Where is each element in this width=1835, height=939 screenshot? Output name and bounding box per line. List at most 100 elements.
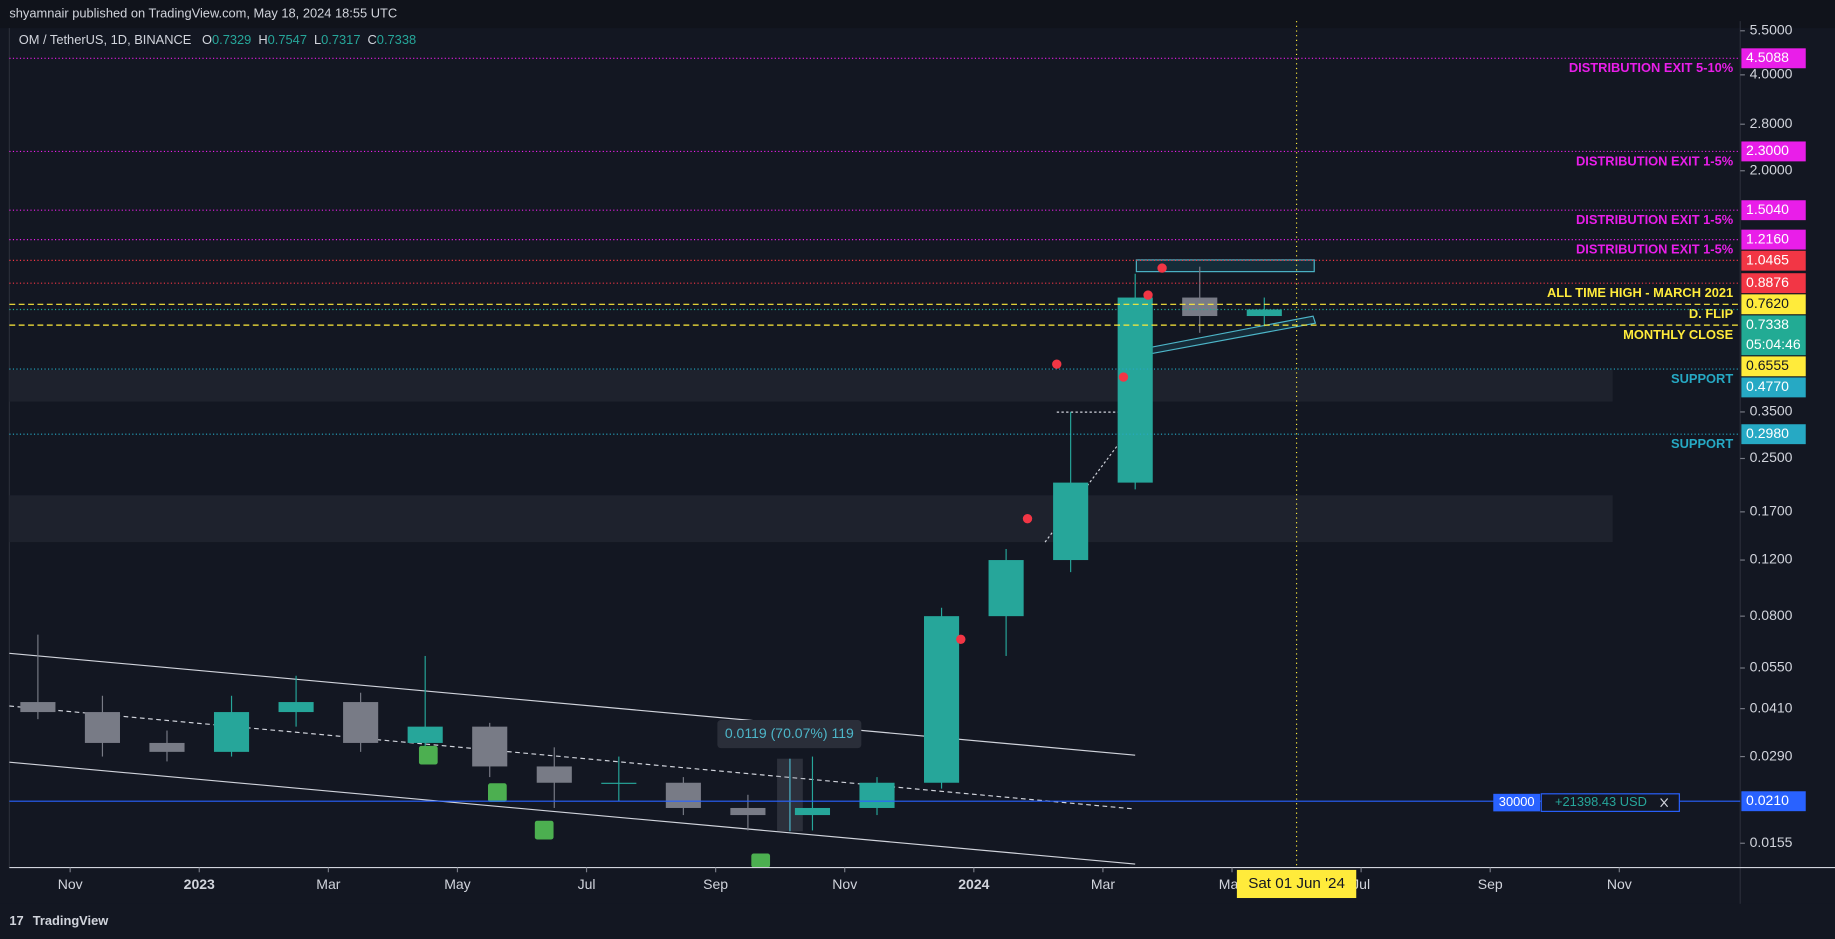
level-label: D. FLIP bbox=[1689, 306, 1734, 321]
candle-body bbox=[665, 782, 701, 808]
y-tick-label: 0.1700 bbox=[1750, 503, 1793, 519]
check-marker bbox=[534, 820, 554, 840]
price-box bbox=[1741, 250, 1806, 271]
candle-body bbox=[794, 807, 831, 816]
candle-body bbox=[1246, 309, 1282, 317]
price-box-label: 05:04:46 bbox=[1746, 336, 1801, 352]
candle-body bbox=[149, 742, 185, 752]
channel-line bbox=[9, 761, 1136, 865]
ohlc-value: 0.7317 bbox=[321, 32, 360, 47]
candle-body bbox=[84, 712, 120, 743]
x-tick-label: Jul bbox=[1352, 876, 1370, 892]
level-label: ALL TIME HIGH - MARCH 2021 bbox=[1547, 285, 1733, 300]
level-label: MONTHLY CLOSE bbox=[1623, 327, 1733, 342]
position-pnl-box bbox=[1540, 793, 1680, 812]
y-tick-label: 0.1200 bbox=[1750, 551, 1793, 567]
price-box bbox=[1741, 229, 1806, 250]
candle-body bbox=[343, 702, 379, 743]
x-tick-label: Mar bbox=[1091, 876, 1115, 892]
x-tick-label: Nov bbox=[58, 876, 83, 892]
zone bbox=[9, 369, 1613, 402]
candle-body bbox=[1182, 297, 1218, 317]
candle-body bbox=[988, 560, 1024, 617]
header-bar bbox=[0, 0, 1835, 29]
y-tick-label: 0.3500 bbox=[1750, 403, 1793, 419]
price-box-label: 1.5040 bbox=[1746, 201, 1789, 217]
price-box-label: 0.7338 bbox=[1746, 316, 1789, 332]
candle-body bbox=[213, 712, 250, 752]
y-tick-label: 0.0800 bbox=[1750, 607, 1793, 623]
channel-mid bbox=[9, 705, 1136, 810]
footer-bar bbox=[0, 903, 1835, 939]
markers bbox=[418, 263, 1167, 868]
x-tick-label: Nov bbox=[1607, 876, 1632, 892]
x-tick-label: 2024 bbox=[958, 876, 989, 892]
x-tick-label: Sep bbox=[703, 876, 728, 892]
candle-body bbox=[20, 702, 56, 713]
price-box-label: 1.0465 bbox=[1746, 251, 1789, 267]
check-marker bbox=[488, 783, 507, 803]
x-tick-label: May bbox=[444, 876, 471, 892]
ohlc-key: O bbox=[202, 32, 212, 47]
sell-marker bbox=[1022, 513, 1033, 524]
crosshair-label: Sat 01 Jun '24 bbox=[1248, 875, 1345, 892]
candle-body bbox=[1117, 297, 1153, 483]
x-tick-label: 2023 bbox=[184, 876, 215, 892]
price-box bbox=[1741, 377, 1806, 398]
level-label: DISTRIBUTION EXIT 1-5% bbox=[1576, 212, 1734, 227]
y-tick-label: 4.0000 bbox=[1750, 66, 1793, 82]
candle-body bbox=[278, 702, 314, 713]
price-box-label: 0.0210 bbox=[1746, 792, 1789, 808]
sell-marker bbox=[1157, 263, 1167, 273]
candle-body bbox=[924, 616, 960, 783]
footer-logo: 17 bbox=[9, 913, 23, 928]
symbol-legend: OM / TetherUS, 1D, BINANCE O0.7329 H0.754… bbox=[19, 32, 416, 47]
y-tick-label: 0.0155 bbox=[1750, 834, 1793, 850]
price-box bbox=[1741, 356, 1806, 377]
ohlc-key: L bbox=[314, 32, 321, 47]
x-tick-label: Nov bbox=[832, 876, 857, 892]
candle-body bbox=[730, 807, 766, 816]
price-box-label: 0.8876 bbox=[1746, 274, 1789, 290]
ohlc-value: 0.7338 bbox=[377, 32, 416, 47]
zone bbox=[9, 495, 1613, 543]
level-label: DISTRIBUTION EXIT 1-5% bbox=[1576, 242, 1734, 257]
plot bbox=[20, 266, 1282, 831]
price-box bbox=[1741, 200, 1806, 221]
x-tick-label: Jul bbox=[578, 876, 596, 892]
y-tick-label: 5.5000 bbox=[1750, 21, 1793, 37]
price-box bbox=[1741, 315, 1806, 356]
price-box bbox=[1741, 273, 1806, 294]
y-tick-label: 0.0290 bbox=[1750, 747, 1793, 763]
y-tick-label: 2.8000 bbox=[1750, 115, 1793, 131]
price-box-label: 1.2160 bbox=[1746, 230, 1789, 246]
price-box-label: 4.5088 bbox=[1746, 49, 1789, 65]
y-tick-label: 2.0000 bbox=[1750, 161, 1793, 177]
price-box bbox=[1741, 141, 1806, 162]
measure-box bbox=[717, 720, 862, 749]
position-close bbox=[1660, 798, 1669, 808]
measure-label: 0.0119 (70.07%) 119 bbox=[725, 725, 854, 741]
candle-body bbox=[536, 766, 572, 783]
level-label: SUPPORT bbox=[1671, 436, 1733, 451]
price-box-label: 0.2980 bbox=[1746, 425, 1789, 441]
price-box-label: 0.4770 bbox=[1746, 378, 1789, 394]
footer-brand: TradingView bbox=[33, 913, 109, 928]
ohlc-value: 0.7329 bbox=[212, 32, 251, 47]
sell-marker bbox=[1052, 359, 1062, 369]
price-box bbox=[1741, 424, 1806, 445]
sell-marker bbox=[1143, 290, 1153, 300]
ohlc-key: C bbox=[368, 32, 377, 47]
candle-body bbox=[859, 782, 895, 808]
price-box-label: 0.6555 bbox=[1746, 357, 1789, 373]
sell-marker bbox=[1118, 372, 1129, 382]
x-tick-label: Sep bbox=[1478, 876, 1503, 892]
price-box bbox=[1741, 791, 1806, 812]
candle-body bbox=[1053, 482, 1089, 561]
candle-body bbox=[601, 782, 637, 784]
level-label: DISTRIBUTION EXIT 5-10% bbox=[1569, 60, 1734, 75]
sell-marker bbox=[956, 634, 966, 644]
ohlc: O0.7329 H0.7547 L0.7317 C0.7338 bbox=[202, 32, 416, 47]
price-box bbox=[1741, 48, 1806, 69]
